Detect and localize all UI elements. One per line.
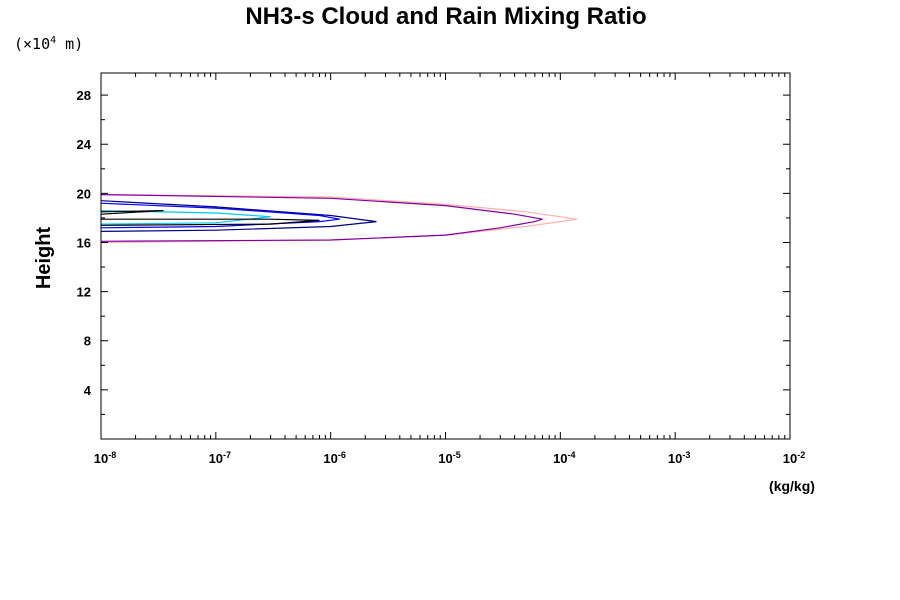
series-line-7: [100, 218, 320, 226]
series-line-5: [100, 210, 271, 225]
x-tick-label: 10-4: [553, 450, 575, 466]
y-tick-label: 20: [77, 186, 91, 201]
x-tick-label: 10-2: [783, 450, 805, 466]
y-tick-label: 16: [77, 235, 91, 250]
series-line-4: [100, 202, 340, 229]
series-layer: [100, 194, 578, 244]
x-tick-label: 10-3: [668, 450, 690, 466]
ticks-layer: 4 8 12 16 20 24 28 10-8 10-7 10-6 10-5 10-4 10-3 10-2: [77, 73, 805, 466]
series-line-3: [100, 200, 377, 232]
y-tick-label: 12: [77, 285, 91, 300]
x-tick-label: 10-7: [209, 450, 231, 466]
x-tick-label: 10-8: [94, 450, 116, 466]
y-unit-label: (×104 m): [14, 35, 83, 53]
series-line-6: [100, 210, 164, 215]
y-axis-label: Height: [33, 227, 55, 290]
x-tick-label: 10-6: [323, 450, 345, 466]
y-tick-label: 8: [84, 334, 91, 349]
x-tick-label: 10-5: [438, 450, 460, 466]
x-axis-label: (kg/kg): [769, 478, 815, 494]
series-line-2: [100, 194, 543, 242]
y-tick-label: 4: [84, 383, 92, 398]
y-tick-label: 28: [77, 88, 91, 103]
y-tick-label: 24: [77, 137, 92, 152]
chart-title: NH3-s Cloud and Rain Mixing Ratio: [245, 3, 646, 30]
plot-frame: [100, 72, 791, 440]
